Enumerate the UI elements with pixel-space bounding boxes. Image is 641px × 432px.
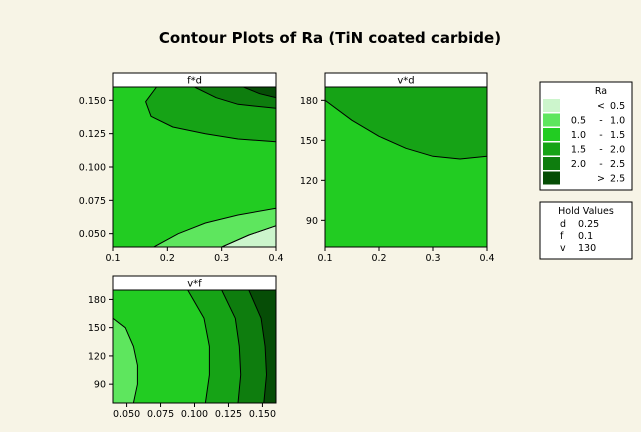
panel-label: f*d bbox=[187, 76, 202, 87]
panel-strip bbox=[324, 72, 488, 88]
y-tick-label: 150 bbox=[88, 323, 106, 334]
contour-panel-3: v*f 0.050 0.075 0.100 0.125 0.150 90 120 150 180 bbox=[88, 275, 277, 420]
chart-title: Contour Plots of Ra (TiN coated carbide) bbox=[159, 29, 501, 47]
legend-low: 2.0 bbox=[571, 159, 586, 170]
panel-label: v*d bbox=[397, 76, 414, 87]
legend-swatch bbox=[543, 99, 560, 112]
legend-high: 1.5 bbox=[610, 130, 625, 141]
x-tick-label: 0.2 bbox=[160, 253, 175, 264]
hold-values-title: Hold Values bbox=[558, 206, 614, 217]
legend-high: 2.5 bbox=[610, 159, 625, 170]
y-tick-label: 120 bbox=[300, 176, 318, 187]
y-tick-label: 150 bbox=[300, 136, 318, 147]
hold-value-name: d bbox=[560, 219, 566, 230]
legend-sep: - bbox=[599, 116, 602, 127]
ra-legend: Ra< 0.50.5-1.01.0-1.51.5-2.02.0-2.5> 2.5 bbox=[539, 81, 633, 191]
hold-value-name: f bbox=[560, 231, 564, 242]
legend-high: 1.0 bbox=[610, 116, 625, 127]
contour-regions bbox=[113, 290, 276, 403]
panel-label: v*f bbox=[187, 279, 202, 290]
contour-regions bbox=[325, 87, 487, 160]
x-tick-label: 0.2 bbox=[371, 253, 386, 264]
legend-high: 0.5 bbox=[610, 101, 625, 112]
panel-strip bbox=[112, 275, 277, 291]
legend-sep: < bbox=[597, 101, 605, 112]
legend-low: 1.5 bbox=[571, 145, 586, 156]
legend-sep: - bbox=[599, 159, 602, 170]
x-tick-label: 0.150 bbox=[249, 409, 276, 420]
legend-high: 2.5 bbox=[610, 174, 625, 185]
contour-panel-1: f*d 0.1 0.2 0.3 0.4 0.050 0.075 0.100 0.125 0.150 bbox=[79, 72, 284, 264]
y-tick-label: 0.100 bbox=[79, 163, 106, 174]
y-tick-label: 0.125 bbox=[79, 129, 106, 140]
y-tick-label: 90 bbox=[306, 216, 318, 227]
contour-region-1 bbox=[113, 317, 138, 403]
legend-swatch bbox=[543, 171, 560, 185]
x-tick-label: 0.4 bbox=[268, 253, 283, 264]
y-tick-label: 0.050 bbox=[79, 229, 106, 240]
y-tick-label: 120 bbox=[88, 351, 106, 362]
hold-values-frame bbox=[539, 201, 633, 260]
panel-strip bbox=[112, 72, 277, 88]
x-tick-label: 0.3 bbox=[425, 253, 440, 264]
legend-swatch bbox=[543, 142, 560, 156]
x-tick-label: 0.3 bbox=[214, 253, 229, 264]
y-tick-label: 180 bbox=[88, 295, 106, 306]
contour-regions bbox=[145, 87, 276, 247]
contour-region-2 bbox=[153, 207, 276, 247]
hold-value-number: 0.1 bbox=[578, 231, 593, 242]
contour-region-1 bbox=[325, 87, 487, 160]
hold-value-number: 0.25 bbox=[578, 219, 599, 230]
legend-high: 2.0 bbox=[610, 145, 625, 156]
hold-values-box: Hold Values d 0.25 f 0.1 v 130 bbox=[539, 201, 633, 260]
x-tick-label: 0.100 bbox=[181, 409, 208, 420]
legend-swatch bbox=[543, 128, 560, 141]
contour-panels: f*d 0.1 0.2 0.3 0.4 0.050 0.075 0.100 0.125 0.150… bbox=[79, 72, 495, 420]
contour-region-5 bbox=[242, 87, 276, 99]
y-tick-label: 0.150 bbox=[79, 96, 106, 107]
y-tick-label: 0.075 bbox=[79, 196, 106, 207]
legend-sep: - bbox=[599, 145, 602, 156]
y-tick-label: 180 bbox=[300, 96, 318, 107]
contour-panel-2: v*d 0.1 0.2 0.3 0.4 90 120 150 180 bbox=[300, 72, 495, 264]
legend-title: Ra bbox=[595, 86, 607, 97]
x-tick-label: 0.125 bbox=[215, 409, 242, 420]
x-tick-label: 0.1 bbox=[105, 253, 120, 264]
hold-value-name: v bbox=[560, 243, 566, 254]
legend-low: 0.5 bbox=[571, 116, 586, 127]
y-tick-label: 90 bbox=[94, 380, 106, 391]
legend-swatch bbox=[543, 113, 560, 127]
legend-low: 1.0 bbox=[571, 130, 586, 141]
legend-sep: - bbox=[599, 130, 602, 141]
contour-region-4 bbox=[248, 290, 276, 403]
x-tick-label: 0.1 bbox=[317, 253, 332, 264]
hold-value-number: 130 bbox=[578, 243, 596, 254]
x-tick-label: 0.075 bbox=[147, 409, 174, 420]
legend-sep: > bbox=[597, 174, 605, 185]
legend-swatch bbox=[543, 157, 560, 170]
x-tick-label: 0.050 bbox=[113, 409, 140, 420]
x-tick-label: 0.4 bbox=[479, 253, 494, 264]
